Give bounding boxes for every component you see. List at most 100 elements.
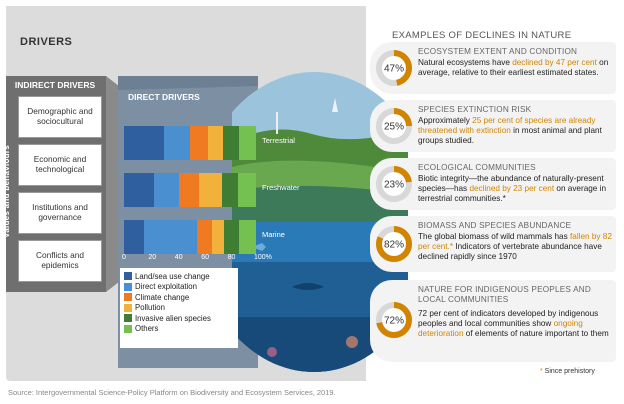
- source-text: Source: Intergovernmental Science-Policy…: [8, 388, 336, 397]
- card-text: Natural ecosystems have declined by 47 p…: [418, 58, 614, 78]
- drivers-title: DRIVERS: [20, 36, 73, 48]
- bar-segment: [238, 220, 256, 254]
- legend-item: Pollution: [124, 303, 234, 314]
- card-text: 72 per cent of indicators developed by i…: [418, 309, 614, 339]
- legend-label: Climate change: [135, 292, 190, 302]
- tick-label: 60: [201, 254, 209, 261]
- donut-chart: 23%: [376, 166, 412, 202]
- bar-segment: [199, 173, 222, 207]
- card-text: Biotic integrity—the abundance of natura…: [418, 174, 614, 204]
- examples-title: EXAMPLES OF DECLINES IN NATURE: [392, 30, 572, 41]
- card-heading: NATURE FOR INDIGENOUS PEOPLES AND LOCAL …: [418, 285, 591, 304]
- legend-item: Others: [124, 324, 234, 335]
- donut-chart: 72%: [376, 302, 412, 338]
- card-text-part: on average, relative to their earliest e…: [418, 58, 609, 77]
- bar-row-terrestrial: [124, 126, 256, 160]
- card-ecosystem: 47% ECOSYSTEM EXTENT AND CONDITION Natur…: [370, 42, 616, 94]
- card-text-highlight: ongoing deterioration: [418, 319, 583, 338]
- donut-label: 72%: [384, 316, 404, 327]
- direct-drivers-title: DIRECT DRIVERS: [128, 92, 200, 102]
- legend-swatch: [124, 314, 132, 323]
- legend-swatch: [124, 282, 132, 291]
- card-text-part: on average in terrestrial communities.*: [418, 184, 607, 203]
- bar-segment: [224, 220, 239, 254]
- bar-segment: [163, 126, 190, 160]
- card-text-part: of elements of nature important to them: [463, 329, 609, 338]
- realm-label-freshwater: Freshwater: [262, 183, 300, 192]
- card-text-part: Indicators of vertebrate abundance have …: [418, 242, 602, 261]
- card-text: Approximately 25 per cent of species are…: [418, 116, 614, 146]
- bar-segment: [189, 126, 209, 160]
- indirect-item-conflicts: Conflicts and epidemics: [18, 240, 102, 282]
- card-text: The global biomass of wild mammals has f…: [418, 232, 614, 262]
- bar-segment: [143, 220, 197, 254]
- card-text-part: in most animal and plant groups studied.: [418, 126, 602, 145]
- card-heading: BIOMASS AND SPECIES ABUNDANCE: [418, 221, 572, 230]
- legend-swatch: [124, 303, 132, 312]
- card-text-part: Approximately: [418, 116, 473, 125]
- card-text-highlight: declined by 47 per cent: [512, 58, 597, 67]
- realm-label-marine: Marine: [262, 230, 285, 239]
- card-text-highlight: fallen by 82 per cent.*: [418, 232, 612, 251]
- card-heading: SPECIES EXTINCTION RISK: [418, 105, 532, 114]
- card-biomass: 82% BIOMASS AND SPECIES ABUNDANCE The gl…: [370, 216, 616, 272]
- legend-item: Land/sea use change: [124, 271, 234, 282]
- card-text-part: Biotic integrity—the abundance of natura…: [418, 174, 604, 193]
- legend-label: Invasive alien species: [135, 313, 211, 323]
- bar-segment: [222, 126, 239, 160]
- card-text-highlight: declined by 23 per cent: [469, 184, 555, 193]
- donut-chart: 25%: [376, 108, 412, 144]
- tick-label: 40: [174, 254, 183, 261]
- tick-label: 0: [122, 254, 126, 261]
- bar-segment: [196, 220, 213, 254]
- donut-chart: 82%: [376, 226, 412, 262]
- card-communities: 23% ECOLOGICAL COMMUNITIES Biotic integr…: [370, 158, 616, 210]
- values-behaviours-label: Values and behaviours: [2, 145, 11, 239]
- bar-segment: [237, 173, 256, 207]
- legend-label: Others: [135, 324, 159, 334]
- indirect-drivers-header: INDIRECT DRIVERS: [14, 80, 96, 90]
- tick-label: 80: [227, 254, 236, 261]
- donut-label: 47%: [384, 64, 404, 75]
- legend-swatch: [124, 293, 132, 302]
- indirect-item-demographic: Demographic and sociocultural: [18, 96, 102, 138]
- tick-label: 20: [148, 254, 157, 261]
- realm-label-terrestrial: Terrestrial: [262, 136, 295, 145]
- legend-label: Pollution: [135, 303, 165, 313]
- bar-segment: [179, 173, 200, 207]
- footnote-text: Since prehistory: [544, 368, 595, 375]
- bar-segment: [124, 220, 144, 254]
- footnote: * Since prehistory: [540, 368, 595, 375]
- bar-segment: [238, 126, 256, 160]
- bar-segment: [208, 126, 223, 160]
- card-extinction: 25% SPECIES EXTINCTION RISK Approximatel…: [370, 100, 616, 152]
- legend-swatch: [124, 324, 132, 333]
- card-text-part: Natural ecosystems have: [418, 58, 513, 67]
- legend-label: Direct exploitation: [135, 282, 197, 292]
- legend-item: Invasive alien species: [124, 313, 234, 324]
- bar-row-freshwater: [124, 173, 256, 207]
- legend-item: Climate change: [124, 292, 234, 303]
- tick-label: 100%: [254, 254, 272, 261]
- bar-segment: [124, 173, 155, 207]
- legend-item: Direct exploitation: [124, 282, 234, 293]
- legend-label: Land/sea use change: [135, 271, 210, 281]
- indirect-item-institutions: Institutions and governance: [18, 192, 102, 234]
- legend: Land/sea use change Direct exploitation …: [120, 268, 238, 348]
- indirect-item-economic: Economic and technological: [18, 144, 102, 186]
- bar-segment: [154, 173, 180, 207]
- donut-label: 25%: [384, 122, 404, 133]
- card-heading: ECOSYSTEM EXTENT AND CONDITION: [418, 47, 578, 56]
- bar-segment: [124, 126, 164, 160]
- bar-row-marine: [124, 220, 256, 254]
- card-heading: ECOLOGICAL COMMUNITIES: [418, 163, 536, 172]
- card-indigenous: 72% NATURE FOR INDIGENOUS PEOPLES AND LO…: [370, 280, 616, 362]
- donut-chart: 47%: [376, 50, 412, 86]
- bar-segment: [221, 173, 238, 207]
- donut-label: 82%: [384, 240, 404, 251]
- card-text-part: The global biomass of wild mammals has: [418, 232, 570, 241]
- card-text-highlight: 25 per cent of species are already threa…: [418, 116, 596, 135]
- donut-label: 23%: [384, 180, 404, 191]
- card-text-part: 72 per cent of indicators developed by i…: [418, 309, 599, 328]
